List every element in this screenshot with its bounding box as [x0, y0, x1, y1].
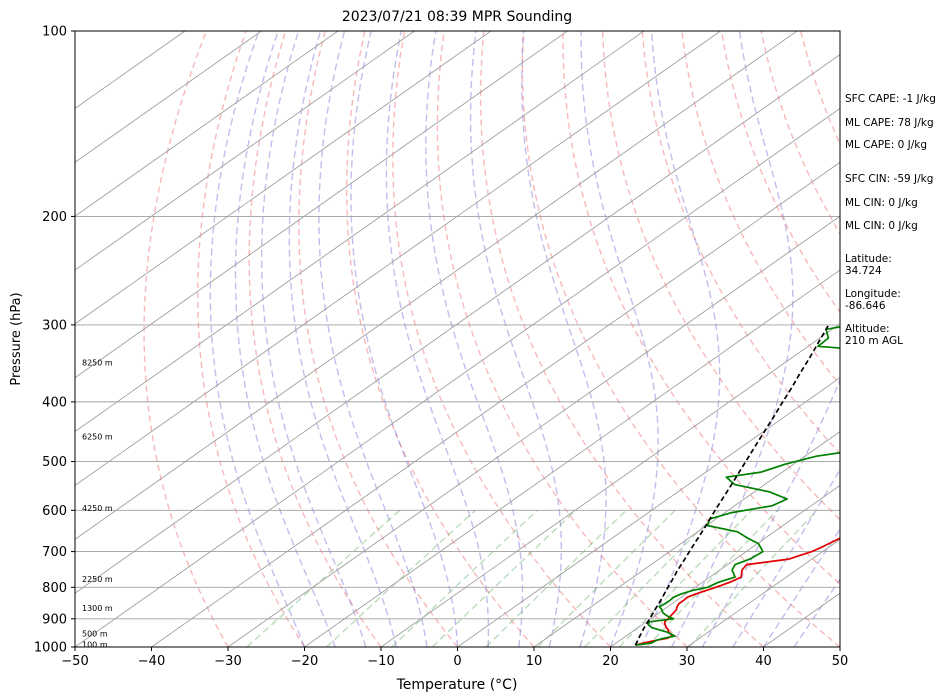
isotherm	[380, 323, 840, 647]
x-tick-label: 30	[679, 654, 696, 669]
y-tick-label: 500	[42, 455, 67, 470]
height-label: 8250 m	[82, 358, 113, 367]
x-tick-label: −20	[291, 654, 318, 669]
latitude-label: Latitude:	[845, 253, 892, 265]
height-label: 500 m	[82, 629, 108, 638]
height-label: 4250 m	[82, 504, 113, 513]
sounding-stats: SFC CAPE: -1 J/kg ML CAPE: 78 J/kg ML CA…	[845, 93, 936, 347]
isotherm	[533, 431, 840, 647]
x-tick-label: 10	[526, 654, 543, 669]
isotherm	[304, 269, 840, 647]
mixing-ratio-line	[537, 509, 676, 647]
moist-adiabat	[261, 31, 367, 647]
sounding-series-1	[635, 326, 840, 646]
height-label: 100 m	[82, 640, 108, 649]
y-tick-label: 200	[42, 210, 67, 225]
dry-adiabat	[479, 31, 764, 647]
isotherm	[75, 31, 492, 325]
isotherm	[610, 484, 840, 647]
height-label: 1300 m	[82, 604, 113, 613]
moist-adiabat	[234, 31, 336, 647]
dry-adiabat	[143, 31, 229, 647]
isotherm	[75, 31, 262, 163]
isotherm	[75, 31, 415, 271]
isotherm	[75, 54, 840, 594]
x-tick-label: 20	[602, 654, 619, 669]
height-label: 6250 m	[82, 432, 113, 441]
moist-adiabat	[288, 31, 397, 647]
isotherm	[75, 31, 339, 217]
x-tick-label: −30	[214, 654, 241, 669]
moist-adiabat	[209, 31, 306, 647]
latitude-value: 34.724	[845, 265, 882, 277]
axes-layer: −50 −40 −30 −20 −10 0 10 20 30 40 50 100 200 300 400 50…	[34, 25, 848, 670]
moist-adiabat	[701, 377, 840, 647]
moist-adiabat	[469, 31, 562, 647]
y-tick-label: 900	[42, 612, 67, 627]
dry-adiabat	[521, 31, 840, 647]
height-label: 2250 m	[82, 575, 113, 584]
mixing-ratio-line	[485, 509, 627, 647]
dry-adiabat	[720, 31, 840, 314]
y-tick-label: 400	[42, 395, 67, 410]
dry-adiabat	[601, 31, 840, 521]
y-tick-label: 800	[42, 581, 67, 596]
y-tick-label: 1000	[34, 641, 67, 656]
series-layer	[634, 324, 840, 646]
isotherm	[75, 31, 645, 433]
longitude-value: -86.646	[845, 300, 886, 312]
y-tick-label: 600	[42, 504, 67, 519]
ml-cin-text-2: ML CIN: 0 J/kg	[845, 220, 918, 232]
moist-adiabat	[732, 468, 840, 647]
moist-adiabat	[580, 31, 659, 647]
mixing-ratio-line	[431, 509, 576, 647]
chart-title: 2023/07/21 08:39 MPR Sounding	[342, 9, 572, 25]
x-tick-label: 50	[832, 654, 849, 669]
x-tick-label: −10	[367, 654, 394, 669]
sfc-cape-text: SFC CAPE: -1 J/kg	[845, 93, 936, 105]
isotherm	[686, 538, 840, 647]
moist-adiabat	[318, 31, 428, 647]
isotherm	[457, 377, 840, 647]
isotherm	[151, 161, 840, 647]
isotherm	[75, 31, 798, 540]
sfc-cin-text: SFC CIN: -59 J/kg	[845, 173, 933, 185]
x-tick-label: −50	[61, 654, 88, 669]
isotherm	[75, 31, 568, 379]
dry-adiabat	[298, 31, 459, 647]
ml-cape-text-1: ML CAPE: 78 J/kg	[845, 117, 934, 129]
y-axis-label: Pressure (hPa)	[9, 292, 24, 385]
dry-adiabat	[248, 31, 382, 647]
sounding-series-2	[634, 324, 830, 646]
x-axis-label: Temperature (°C)	[396, 677, 518, 693]
dry-adiabat	[197, 31, 306, 647]
y-tick-label: 300	[42, 318, 67, 333]
x-tick-label: 0	[453, 654, 461, 669]
isotherm	[75, 31, 721, 486]
longitude-label: Longitude:	[845, 288, 901, 300]
dry-adiabat	[436, 31, 688, 647]
ml-cape-text-2: ML CAPE: 0 J/kg	[845, 139, 927, 151]
mixing-ratio-line	[391, 509, 538, 647]
moist-adiabat	[350, 31, 459, 647]
grid-layer	[75, 31, 840, 647]
x-tick-label: −40	[138, 654, 165, 669]
plot-area	[75, 31, 840, 647]
y-tick-label: 700	[42, 545, 67, 560]
altitude-label: Altitude:	[845, 323, 890, 335]
moist-adiabat	[521, 31, 607, 647]
x-tick-label: 40	[755, 654, 772, 669]
altitude-value: 210 m AGL	[845, 335, 903, 347]
height-labels: 100 m 500 m 1300 m 2250 m 4250 m 6250 m 8250 m	[82, 358, 113, 649]
isotherm	[75, 107, 840, 647]
moist-adiabat	[640, 31, 721, 647]
dry-adiabat	[392, 31, 612, 647]
ml-cin-text-1: ML CIN: 0 J/kg	[845, 197, 918, 209]
isotherm	[227, 215, 840, 647]
sounding-series-0	[635, 537, 840, 646]
y-tick-label: 100	[42, 25, 67, 40]
